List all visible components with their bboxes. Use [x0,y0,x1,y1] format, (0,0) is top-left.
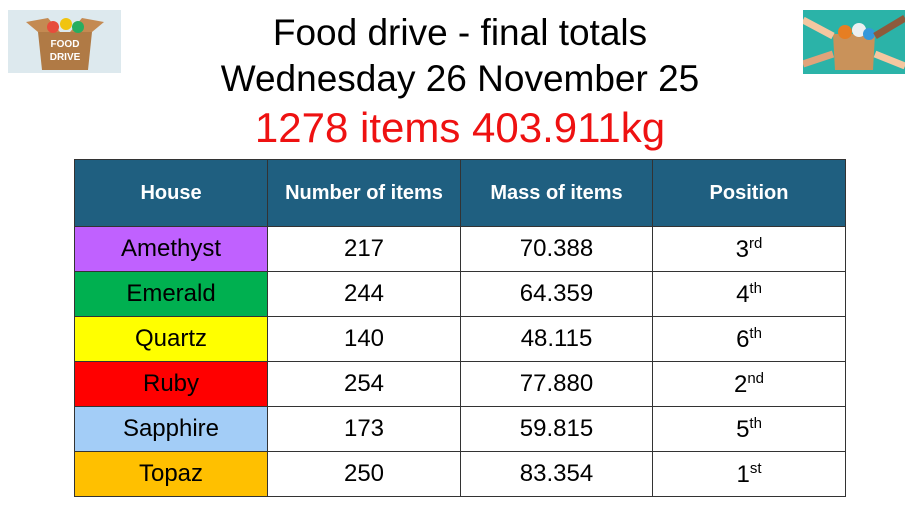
table-row: Emerald 244 64.359 4th [74,271,846,317]
table-row: Quartz 140 48.115 6th [74,316,846,362]
position-number: 3 [735,235,749,263]
house-cell: Topaz [74,451,268,497]
mass-cell: 77.880 [460,361,653,407]
position-number: 4 [736,280,750,308]
house-cell: Emerald [74,271,268,317]
position-number: 1 [736,460,750,488]
items-cell: 140 [267,316,461,362]
image-label: FOOD [51,39,80,50]
position-cell: 3rd [652,226,846,272]
mass-cell: 83.354 [460,451,653,497]
position-suffix: th [749,279,762,297]
position-cell: 6th [652,316,846,362]
position-suffix: th [749,414,762,432]
items-cell: 254 [267,361,461,407]
position-suffix: th [749,324,762,342]
table-row: Ruby 254 77.880 2nd [74,361,846,407]
donation-image [803,10,905,74]
position-cell: 1st [652,451,846,497]
mass-cell: 70.388 [460,226,653,272]
column-header: Number of items [267,159,461,227]
table-row: Amethyst 217 70.388 3rd [74,226,846,272]
house-cell: Amethyst [74,226,268,272]
date: Wednesday 26 November 25 [220,58,700,99]
mass-cell: 48.115 [460,316,653,362]
position-suffix: nd [747,369,765,387]
mass-cell: 64.359 [460,271,653,317]
column-header: Mass of items [460,159,653,227]
items-cell: 244 [267,271,461,317]
house-cell: Ruby [74,361,268,407]
column-header: House [74,159,268,227]
items-cell: 250 [267,451,461,497]
table-row: Topaz 250 83.354 1st [74,451,846,497]
position-cell: 5th [652,406,846,452]
position-cell: 4th [652,271,846,317]
totals: 1278 items 403.911kg [254,104,666,151]
position-suffix: st [749,459,762,477]
position-suffix: rd [749,234,763,252]
column-header: Position [652,159,846,227]
position-number: 6 [736,325,750,353]
food-drive-image: FOOD DRIVE [8,10,121,73]
table-row: Sapphire 173 59.815 5th [74,406,846,452]
house-cell: Quartz [74,316,268,362]
title: Food drive - final totals [272,12,648,53]
items-cell: 173 [267,406,461,452]
mass-cell: 59.815 [460,406,653,452]
house-cell: Sapphire [74,406,268,452]
results-table: House Number of items Mass of items Positio… [74,159,846,497]
header-row: House Number of items Mass of items Positio… [74,159,846,227]
position-cell: 2nd [652,361,846,407]
image-label: DRIVE [50,52,81,63]
items-cell: 217 [267,226,461,272]
position-number: 5 [736,415,750,443]
position-number: 2 [733,370,748,398]
